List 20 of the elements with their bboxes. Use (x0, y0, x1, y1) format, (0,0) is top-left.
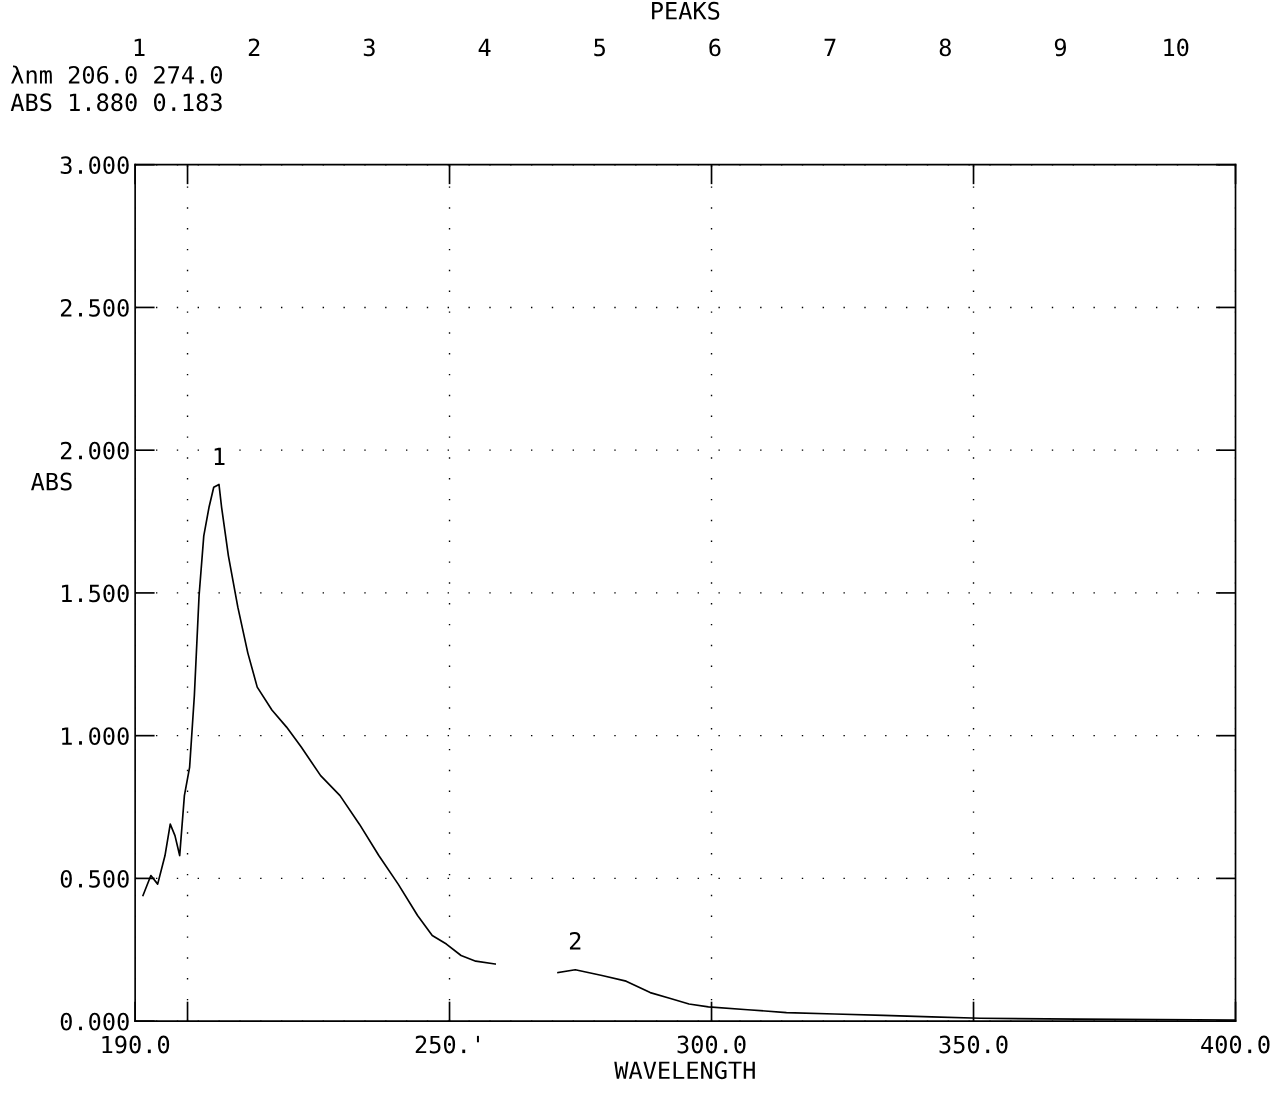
y-tick-label: 1.500 (62, 584, 129, 603)
y-axis-title: ABS (31, 472, 72, 491)
x-tick-label: 400.0 (1201, 1035, 1270, 1054)
chart-title: PEAKS (652, 1, 720, 20)
y-tick-label: 0.500 (60, 869, 129, 888)
annotation: 2 (569, 931, 581, 950)
y-tick-label: 2.000 (60, 441, 129, 460)
y-tick-label: 2.500 (60, 298, 129, 317)
text: 1 2 3 4 5 6 7 8 9 10 (134, 38, 1189, 57)
x-tick-label: 250.' (415, 1035, 479, 1054)
x-tick-label: 300.0 (677, 1035, 746, 1054)
y-tick-label: 3.000 (60, 156, 129, 175)
annotation: 1 (214, 447, 225, 465)
text: λnm 206.0 274.0 (11, 65, 222, 84)
x-axis-title: WAVELENGTH (614, 1061, 755, 1080)
x-tick-label: 350.0 (939, 1035, 1008, 1054)
x-tick-label: 190.0 (102, 1035, 170, 1054)
y-tick-label: 1.000 (62, 727, 129, 746)
y-tick-label: 0.000 (60, 1012, 129, 1031)
text: ABS 1.880 0.183 (10, 93, 222, 112)
